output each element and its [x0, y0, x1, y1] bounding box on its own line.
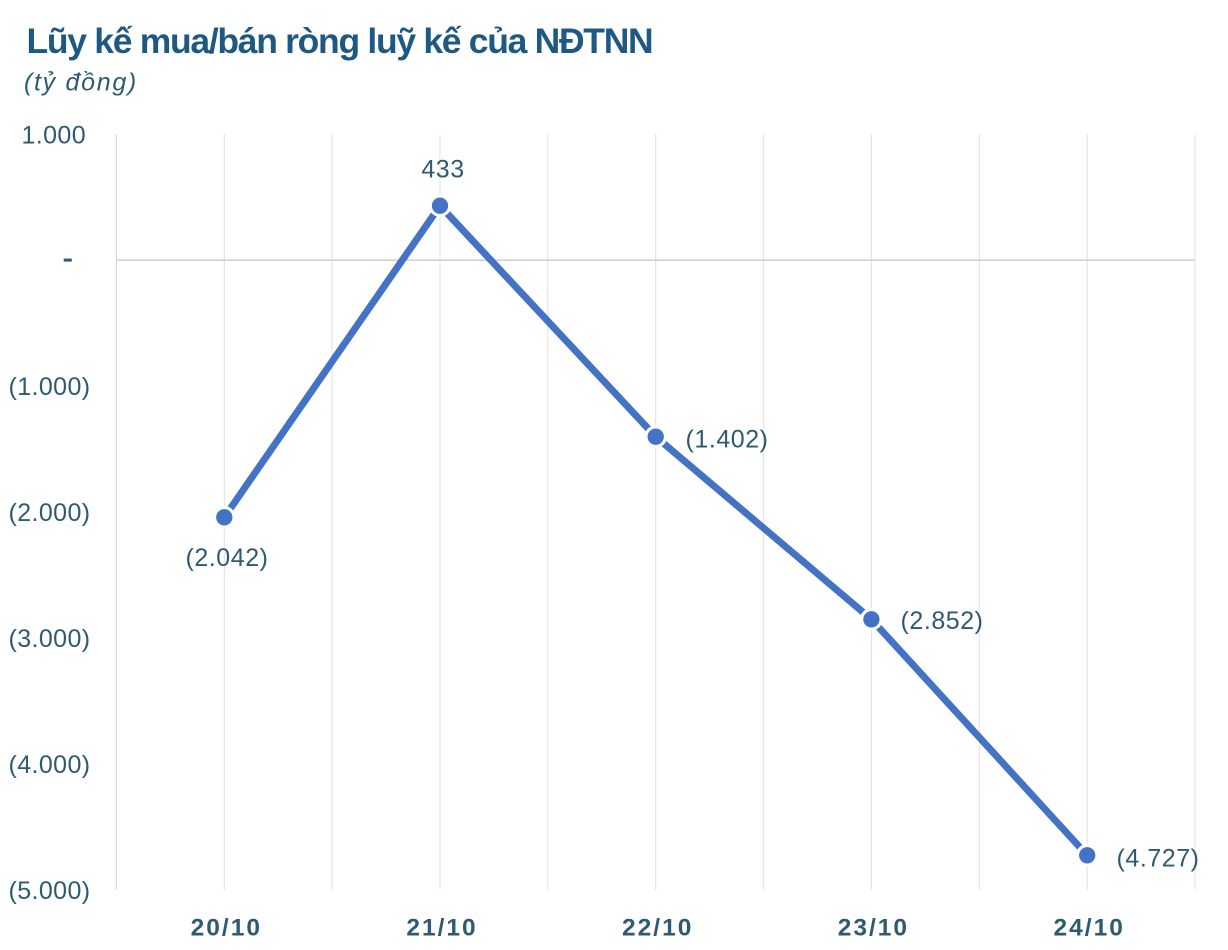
svg-text:20/10: 20/10	[191, 914, 262, 941]
svg-text:(1.402): (1.402)	[686, 426, 769, 454]
svg-text:(2.000): (2.000)	[8, 499, 90, 527]
svg-text:(4.727): (4.727)	[1117, 845, 1200, 873]
svg-text:24/10: 24/10	[1054, 914, 1125, 941]
svg-text:(tỷ đồng): (tỷ đồng)	[24, 69, 138, 97]
svg-text:21/10: 21/10	[406, 914, 477, 941]
svg-text:Lũy kế mua/bán ròng luỹ kế của: Lũy kế mua/bán ròng luỹ kế của NĐTNN	[27, 21, 653, 61]
svg-text:(5.000): (5.000)	[8, 877, 90, 905]
svg-text:433: 433	[421, 156, 464, 184]
svg-text:(1.000): (1.000)	[8, 373, 90, 401]
svg-text:(2.852): (2.852)	[901, 607, 984, 635]
svg-text:(4.000): (4.000)	[8, 751, 90, 779]
svg-text:(2.042): (2.042)	[185, 544, 268, 572]
svg-text:1.000: 1.000	[21, 121, 86, 149]
svg-text:(3.000): (3.000)	[8, 625, 90, 653]
svg-text:23/10: 23/10	[838, 914, 909, 941]
svg-text:22/10: 22/10	[622, 914, 693, 941]
